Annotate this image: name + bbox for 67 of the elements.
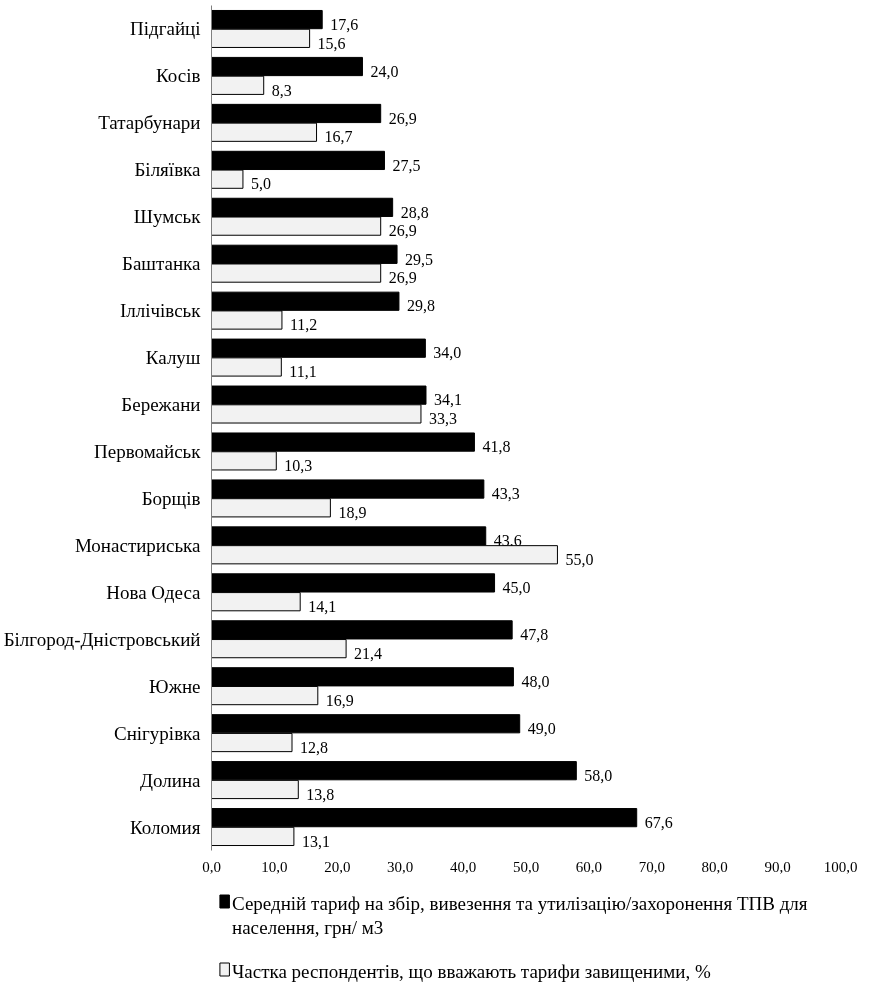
data-label: 67,6 (644, 813, 673, 831)
data-label: 34,1 (433, 391, 462, 409)
data-label: 26,9 (388, 222, 417, 240)
data-label: 5,0 (250, 175, 271, 193)
y-tick-label: Баштанка (122, 253, 202, 275)
data-label: 43,3 (491, 485, 520, 503)
y-tick-label: Южне (149, 675, 201, 697)
y-tick-label: Борщів (141, 487, 201, 509)
x-tick-label: 50,0 (512, 858, 540, 875)
data-label: 10,3 (284, 457, 313, 475)
data-label: 34,0 (433, 344, 462, 362)
data-label: 8,3 (271, 81, 292, 99)
x-tick-label: 30,0 (387, 858, 414, 875)
x-tick-label: 60,0 (575, 858, 603, 875)
data-label: 55,0 (565, 550, 594, 568)
data-label: 21,4 (354, 644, 383, 662)
y-tick-label: Іллічівськ (119, 300, 202, 322)
data-label: 12,8 (300, 738, 329, 756)
data-label: 13,8 (306, 785, 335, 803)
y-tick-label: Шумськ (133, 206, 202, 228)
y-tick-label: Біляївка (134, 159, 202, 181)
y-tick-label: Снігурівка (113, 722, 202, 744)
data-label: 49,0 (527, 719, 556, 737)
data-label: 11,1 (289, 363, 317, 381)
data-label: 14,1 (308, 597, 337, 615)
data-label: 13,1 (301, 832, 330, 850)
y-tick-label: Татарбунари (98, 112, 201, 134)
data-label: 16,9 (325, 691, 354, 709)
x-tick-label: 100,0 (823, 858, 858, 875)
y-tick-label: Бережани (121, 394, 201, 416)
x-tick-label: 90,0 (764, 858, 791, 875)
y-tick-label: Нова Одеса (106, 581, 202, 603)
y-tick-label: Калуш (145, 347, 201, 369)
x-tick-label: 70,0 (638, 858, 665, 875)
data-label: 47,8 (520, 626, 549, 644)
y-tick-label: Білгород-Дністровський (3, 628, 201, 650)
x-tick-label: 80,0 (701, 858, 728, 875)
data-label: 43,6 (493, 532, 522, 550)
legend-label: Частка респондентів, що вважають тарифи завищеними, % (231, 960, 711, 982)
x-tick-label: 40,0 (449, 858, 477, 875)
y-tick-label: Первомайськ (94, 440, 202, 462)
data-label: 29,8 (406, 297, 435, 315)
legend-label: Середній тариф на збір, вивезення та утилізацію/захоронення ТПВ для населення, грн/ м3 (231, 892, 808, 938)
y-tick-label: Косів (156, 65, 201, 87)
data-label: 17,6 (330, 15, 359, 33)
data-label: 28,8 (400, 203, 429, 221)
x-tick-label: 0,0 (202, 858, 221, 875)
data-label: 45,0 (502, 579, 531, 597)
y-tick-label: Коломия (129, 816, 201, 838)
data-label: 33,3 (428, 410, 457, 428)
data-label: 18,9 (338, 504, 367, 521)
data-label: 26,9 (388, 109, 417, 127)
y-tick-label: Долина (140, 769, 202, 791)
data-label: 27,5 (392, 156, 421, 174)
data-label: 41,8 (482, 438, 511, 456)
data-label: 58,0 (584, 766, 613, 784)
data-label: 15,6 (317, 34, 346, 52)
data-label: 24,0 (370, 62, 399, 80)
data-label: 26,9 (388, 269, 417, 287)
x-tick-label: 10,0 (261, 858, 288, 875)
data-label: 11,2 (289, 316, 318, 334)
y-tick-label: Підгайці (129, 18, 201, 40)
x-tick-label: 20,0 (324, 858, 351, 875)
y-tick-label: Монастириська (74, 534, 202, 556)
data-label: 29,5 (405, 250, 434, 268)
data-label: 48,0 (521, 673, 550, 690)
data-label: 16,7 (324, 128, 353, 146)
